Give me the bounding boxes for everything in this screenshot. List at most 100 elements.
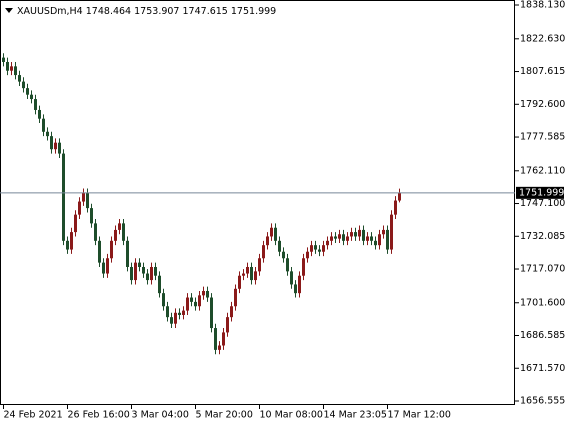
candle-body [354,232,357,237]
candle-body [18,75,21,82]
x-tick-label: 17 Mar 12:00 [388,410,451,421]
candle-body [198,295,201,307]
candle-body [6,61,9,71]
candle-body [362,229,365,241]
y-tick-label: 1747.100 [520,198,565,209]
candle-body [394,200,397,215]
x-tick-label: 5 Mar 20:00 [196,410,253,421]
candle-body [322,245,325,252]
y-tick-label: 1777.585 [520,132,565,143]
candle-body [54,142,57,150]
candle-body [154,266,157,276]
candle-body [330,236,333,241]
menu-arrow[interactable] [5,8,13,13]
candle-body [266,236,269,246]
candle-body [78,201,81,215]
candle-body [150,266,153,281]
candle-body [134,262,137,281]
y-tick-label: 1762.110 [520,165,565,176]
candle-body [258,258,261,272]
candle-body [386,229,389,250]
candle-body [146,273,149,281]
candle-body [98,240,101,263]
candle-body [230,306,233,318]
candle-body [246,266,249,274]
y-tick-label: 1838.130 [520,0,565,10]
candle-body [290,271,293,285]
y-tick-label: 1732.085 [520,231,565,242]
candle-body [358,229,361,237]
candle-body [366,236,369,241]
candle-body [62,153,65,241]
candle-body [254,271,257,281]
candle-body [142,266,145,274]
candle-body [262,245,265,259]
candle-body [138,262,141,267]
price-label: 1751.999 [519,187,564,198]
candle-body [214,328,217,350]
candle-body [398,192,401,201]
candle-body [182,310,185,315]
close-value: 1751.999 [231,6,276,17]
candle-body [94,223,97,241]
candle-body [318,249,321,252]
candle-body [298,275,301,294]
y-tick-label: 1656.555 [520,395,565,406]
candle-body [58,142,61,154]
candle-body [190,297,193,302]
candle-body [334,236,337,239]
candle-body [210,297,213,329]
candle-body [338,234,341,239]
candle-body [10,66,13,71]
candle-body [46,131,49,137]
candle-body [370,236,373,241]
candle-body [278,240,281,252]
candle-body [222,332,225,346]
x-tick-label: 14 Mar 23:05 [324,410,387,421]
price-label-box [516,186,564,199]
candle-body [270,227,273,237]
candle-body [166,306,169,318]
candle-body [238,275,241,289]
y-tick-label: 1717.070 [520,264,565,275]
open-value: 1748.464 [86,6,131,17]
candle-body [38,109,41,119]
x-tick-label: 3 Mar 04:00 [132,410,189,421]
candle-body [342,234,345,241]
candle-body [50,136,53,150]
y-tick-label: 1822.630 [520,33,565,44]
candle-body [302,258,305,276]
candle-body [126,240,129,267]
candle-body [106,258,109,274]
candle-body [26,88,29,95]
candle-body [234,288,237,307]
candle-body [70,232,73,250]
candle-body [162,293,165,307]
candle-body [110,240,113,259]
candle-body [282,251,285,259]
candle-body [122,223,125,241]
candle-body [186,297,189,311]
candle-body [194,301,197,307]
y-tick-label: 1792.600 [520,99,565,110]
candle-body [170,317,173,324]
candle-body [158,275,161,294]
candle-body [226,317,229,333]
candle-body [306,251,309,259]
candle-body [250,266,253,281]
candle-body [66,240,69,250]
candle-body [14,66,17,76]
candle-body [374,240,377,246]
candle-body [118,223,121,230]
x-tick-label: 24 Feb 2021 [4,410,63,421]
candle-body [34,99,37,110]
candle-body [114,229,117,241]
candle-body [346,236,349,241]
candle-body [294,284,297,294]
candle-body [86,192,89,209]
candle-body [218,345,221,350]
candle-body [382,229,385,235]
candle-body [42,118,45,132]
plot-frame [0,0,515,405]
